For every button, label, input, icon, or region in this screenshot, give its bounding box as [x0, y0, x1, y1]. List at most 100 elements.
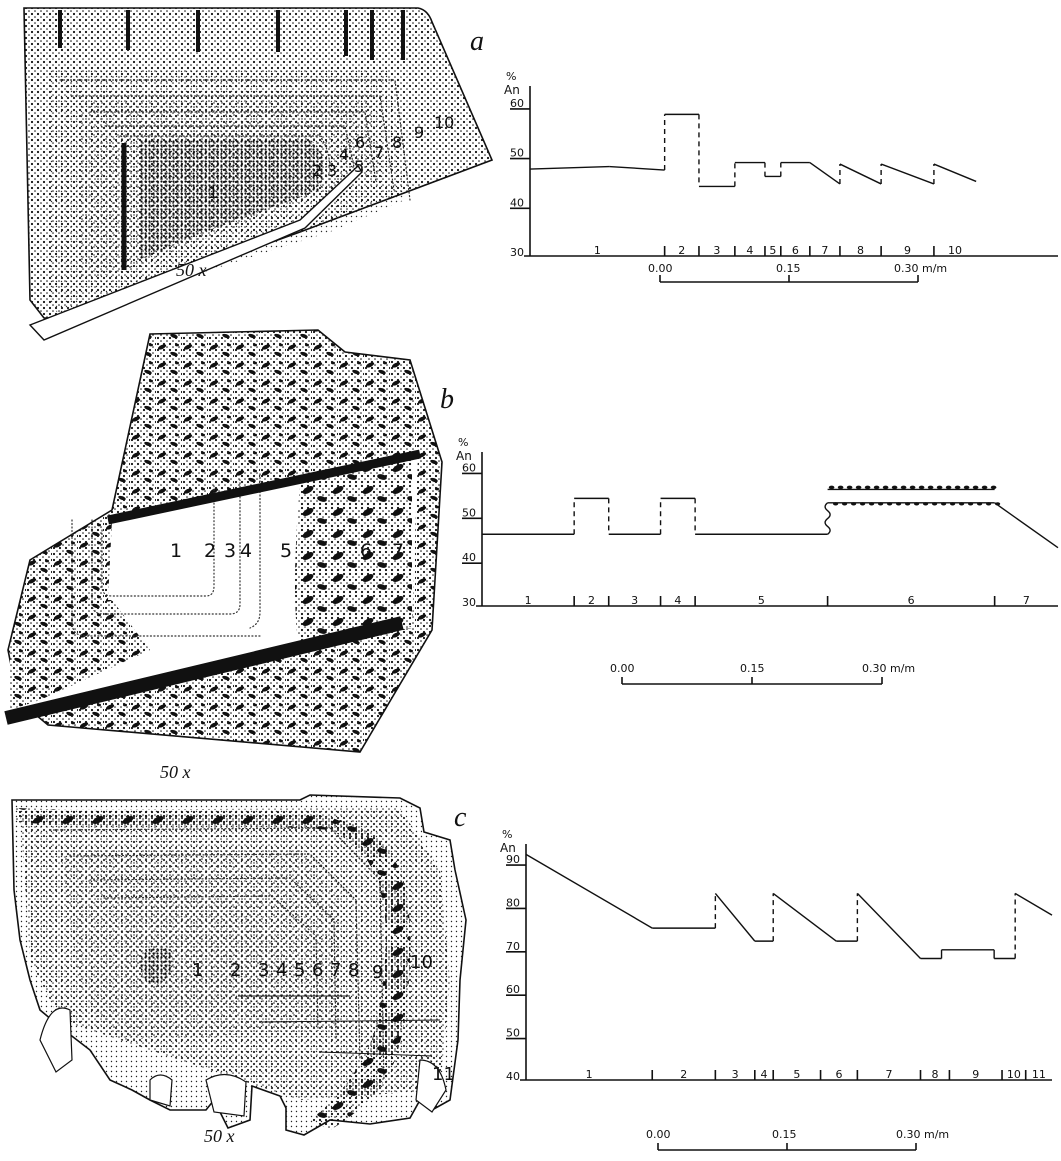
panel-c-magnification: 50 x: [204, 1126, 235, 1146]
oscillation-dot: [995, 502, 1001, 506]
zone-label: 11: [1032, 1068, 1046, 1081]
crystal-b-zone-label: 1: [170, 540, 182, 562]
profile-segment: [856, 892, 922, 959]
zone-label: 6: [792, 244, 799, 257]
zone-label: 1: [586, 1068, 593, 1081]
oscillation-dot: [990, 485, 997, 490]
y-tick-label: 80: [506, 896, 520, 909]
oscillation-dot: [914, 502, 920, 506]
crystal-c-hole: [205, 1073, 247, 1117]
zone-label: 4: [761, 1068, 768, 1081]
oscillation-dot: [968, 502, 974, 506]
crystal-b-zone-label: 7: [392, 540, 404, 562]
zone-label: 6: [835, 1068, 842, 1081]
oscillation-dot: [851, 502, 857, 506]
oscillation-dot: [855, 485, 862, 490]
crystal-c-zone-label: 4: [276, 960, 287, 981]
oscillation-dot: [945, 485, 952, 490]
crystal-a-zone-label: 2: [312, 161, 322, 180]
zone-label: 1: [525, 594, 532, 607]
y-tick-label: 50: [510, 147, 524, 160]
zone-label: 8: [857, 244, 864, 257]
crystal-c-zone-label: 6: [312, 960, 323, 981]
oscillation-dot: [873, 485, 880, 490]
crystal-b-rim-6: [295, 456, 412, 654]
zone-label: 7: [821, 244, 828, 257]
crystal-c-hole: [39, 1007, 73, 1073]
oscillation-dot: [828, 485, 835, 490]
crystal-c-zone-label: 10: [410, 952, 433, 973]
oscillation-dot: [887, 502, 893, 506]
panel-c-letter: c: [454, 802, 467, 833]
crystal-c-zone-label: 9: [372, 962, 383, 983]
panel-b-letter: b: [440, 384, 454, 415]
scale-label: 0.15: [776, 262, 801, 275]
profile-segment: [933, 163, 977, 183]
y-tick-label: 40: [510, 196, 524, 209]
crystal-c-zone-label: 1: [192, 960, 203, 981]
scale-label: 0.30 m/m: [862, 662, 915, 675]
scale-label: 0.30 m/m: [896, 1128, 949, 1141]
zone-label: 7: [1023, 594, 1030, 607]
scale-label: 0.00: [610, 662, 635, 675]
oscillation-dot: [878, 502, 884, 506]
oscillation-dot: [954, 485, 961, 490]
profile-segment: [714, 892, 756, 942]
crystal-c-top-rim: [16, 808, 342, 830]
zone-label: 5: [769, 244, 776, 257]
panel-a-letter: a: [470, 26, 484, 57]
crystal-c-inner-core: [140, 946, 174, 985]
oscillation-dot: [918, 485, 925, 490]
profile-segment: [529, 165, 610, 170]
zone-label: 4: [746, 244, 753, 257]
crystal-c-zone-label: 11: [432, 1064, 455, 1085]
y-tick-label: 30: [510, 246, 524, 259]
zone-label: 2: [588, 594, 595, 607]
crystal-c-zone-label: 2: [230, 960, 241, 981]
scale-bar-b: 0.00 0.15 0.30 m/m: [610, 662, 915, 685]
scale-label: 0.15: [740, 662, 765, 675]
oscillation-dot: [837, 485, 844, 490]
zone-label: 10: [948, 244, 962, 257]
y-tick-label: 60: [462, 461, 476, 474]
oscillation-dot: [977, 502, 983, 506]
crystal-b-twin-line: [4, 616, 404, 725]
zone-label: 3: [732, 1068, 739, 1081]
crystal-c-zone-label: 7: [330, 960, 341, 981]
zone-label: 1: [594, 244, 601, 257]
crystal-a-zone-label: 6: [355, 133, 365, 152]
zone-label: 2: [678, 244, 685, 257]
zone-label: 3: [713, 244, 720, 257]
y-tick-label: 40: [462, 551, 476, 564]
crystal-c-zone-label: 3: [258, 960, 269, 981]
crystal-a-zone-label: 9: [414, 123, 424, 142]
oscillation-dot: [941, 502, 947, 506]
oscillation-dot: [882, 485, 889, 490]
zone-label: 10: [1007, 1068, 1021, 1081]
oscillation-dot: [860, 502, 866, 506]
profile-segment: [839, 163, 882, 185]
crystal-a-zone-label: 3: [327, 161, 337, 180]
crystal-c-rim-9: [310, 820, 411, 1130]
crystal-a-zone-label: 1: [208, 183, 218, 202]
crystal-a-core: [140, 140, 324, 260]
panel-a-magnification: 50 x: [176, 260, 207, 280]
oscillation-dot: [932, 502, 938, 506]
y-tick-label: 50: [506, 1027, 520, 1040]
oscillation-dot: [864, 485, 871, 490]
zone-label: 7: [885, 1068, 892, 1081]
crystal-c-zone-label: 5: [294, 960, 305, 981]
oscillation-dot: [959, 502, 965, 506]
oscillation-dot: [896, 502, 902, 506]
crystal-b-zone-label: 2: [204, 540, 216, 562]
profile-jump: [824, 502, 831, 535]
profile-segment: [994, 502, 1059, 549]
scale-bar-a: 0.00 0.15 0.30 m/m: [648, 262, 947, 283]
scale-label: 0.15: [772, 1128, 797, 1141]
crystal-b-zone-label: 6: [360, 540, 372, 562]
oscillation-dot: [905, 502, 911, 506]
crystal-b-twin-line: [107, 449, 421, 525]
zone-label: 5: [793, 1068, 800, 1081]
oscillation-dot: [972, 485, 979, 490]
